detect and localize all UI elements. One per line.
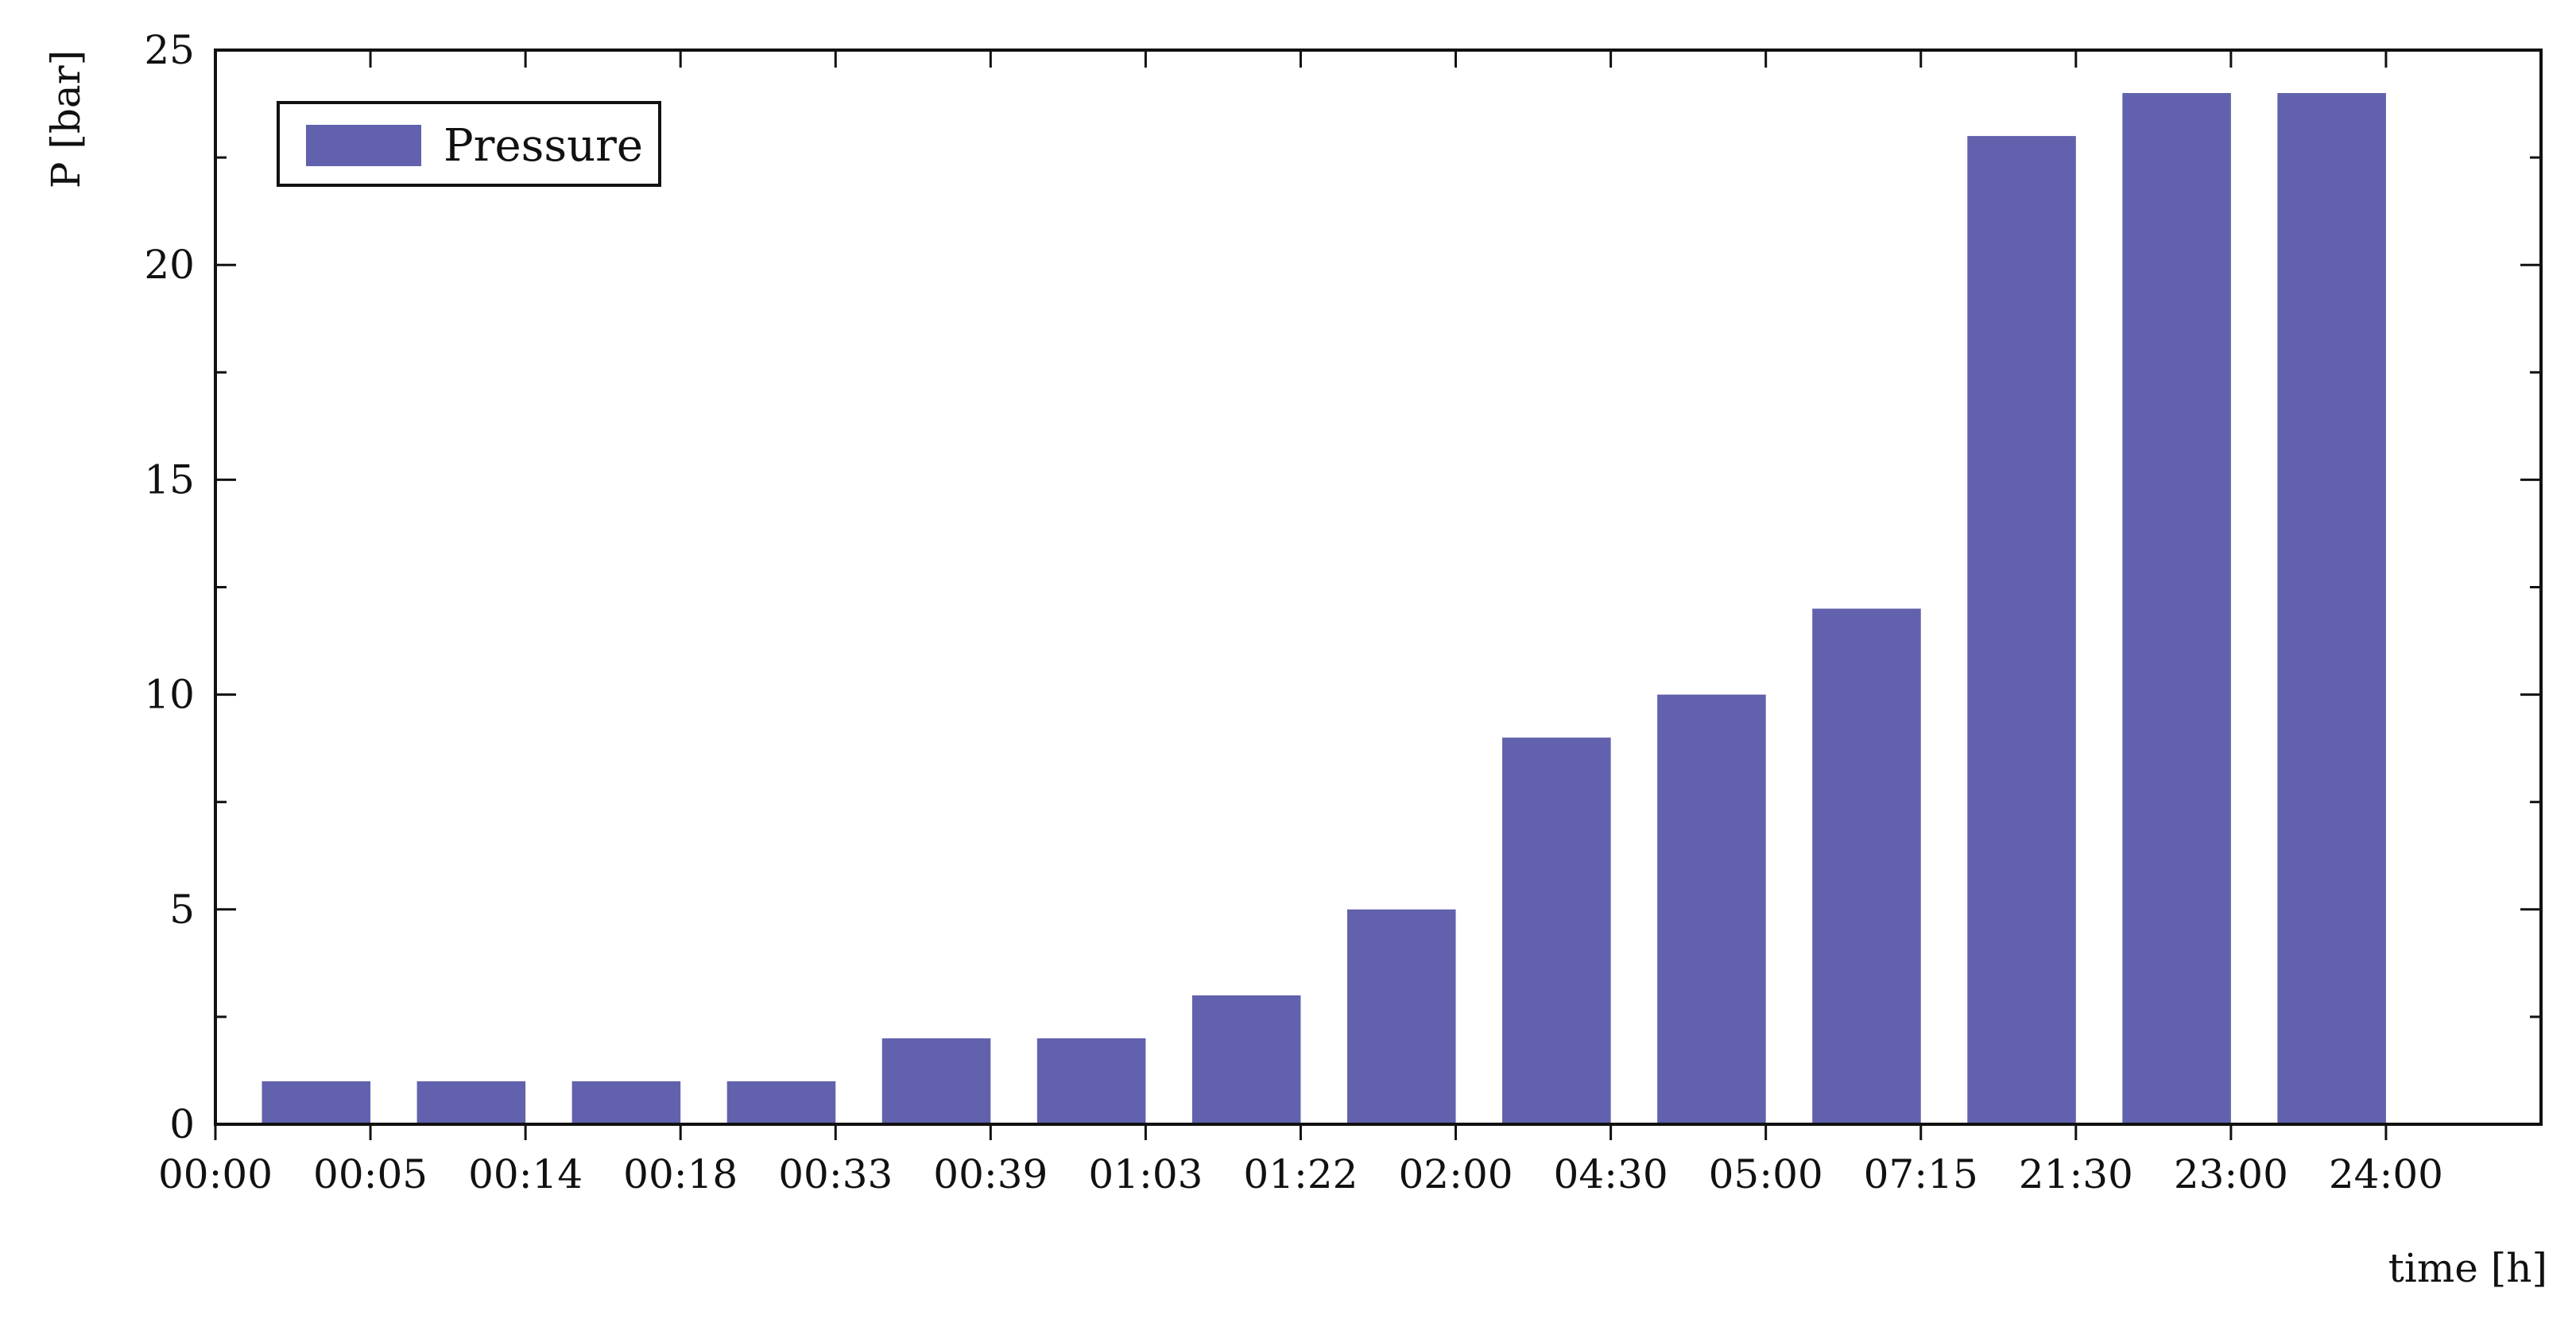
y-tick-label: 5 [169, 887, 195, 933]
x-tick-label: 00:05 [313, 1151, 428, 1197]
bar-02-00 [1346, 909, 1456, 1124]
x-tick-label: 21:30 [2019, 1151, 2133, 1197]
x-tick-label: 00:14 [468, 1151, 583, 1197]
legend-swatch-pressure [306, 125, 421, 166]
x-tick-label: 01:22 [1243, 1151, 1358, 1197]
bar-04-30 [1502, 737, 1611, 1124]
bar-23-00 [2122, 93, 2231, 1124]
x-tick-label: 00:39 [933, 1151, 1048, 1197]
x-tick-label: 01:03 [1088, 1151, 1203, 1197]
x-tick-label: 00:18 [623, 1151, 738, 1197]
bars-group [261, 93, 2386, 1125]
x-axis-title: time [h] [2388, 1245, 2547, 1291]
x-tick-label: 05:00 [1709, 1151, 1823, 1197]
y-tick-label: 20 [144, 242, 195, 288]
x-axis-ticks: 00:00 00:05 00:14 00:18 00:33 00:39 01:03 01:22… [158, 50, 2443, 1197]
x-tick-label: 23:00 [2174, 1151, 2288, 1197]
bar-00-18 [571, 1081, 681, 1124]
bar-00-14 [416, 1081, 526, 1124]
y-tick-label: 0 [169, 1101, 195, 1147]
y-tick-label: 10 [144, 672, 195, 718]
x-tick-label: 00:33 [778, 1151, 893, 1197]
bar-21-30 [1967, 136, 2076, 1125]
bar-01-03 [1036, 1038, 1146, 1124]
bar-00-39 [881, 1038, 991, 1124]
bar-00-33 [726, 1081, 836, 1124]
y-tick-label: 25 [144, 27, 195, 73]
x-tick-label: 07:15 [1864, 1151, 1978, 1197]
bar-00-05 [261, 1081, 371, 1124]
plot-frame [214, 49, 2543, 1126]
bar-24-00 [2277, 93, 2386, 1124]
legend-label-pressure: Pressure [444, 120, 643, 172]
x-tick-label: 00:00 [158, 1151, 273, 1197]
x-tick-label: 04:30 [1554, 1151, 1668, 1197]
x-tick-label: 24:00 [2329, 1151, 2443, 1197]
bar-07-15 [1812, 608, 1921, 1124]
y-tick-label: 15 [144, 456, 195, 502]
bar-05-00 [1657, 694, 1766, 1124]
legend: Pressure [277, 101, 661, 187]
y-axis-ticks: 0 5 10 15 20 25 [144, 27, 2541, 1147]
bar-01-22 [1191, 995, 1301, 1124]
y-axis-title: P [bar] [43, 50, 89, 188]
x-tick-label: 02:00 [1398, 1151, 1513, 1197]
